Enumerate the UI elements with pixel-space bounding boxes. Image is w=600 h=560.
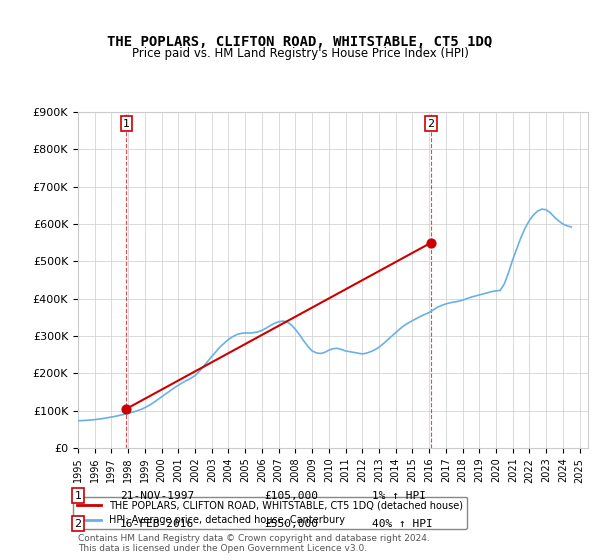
Point (427, 238, 436, 247)
Legend: THE POPLARS, CLIFTON ROAD, WHITSTABLE, CT5 1DQ (detached house), HPI: Average pr: THE POPLARS, CLIFTON ROAD, WHITSTABLE, C… (73, 497, 467, 529)
Text: 21-NOV-1997: 21-NOV-1997 (120, 491, 194, 501)
Point (122, 404, 131, 413)
Text: 16-FEB-2016: 16-FEB-2016 (120, 519, 194, 529)
Text: 1: 1 (123, 119, 130, 129)
Text: 40% ↑ HPI: 40% ↑ HPI (372, 519, 433, 529)
Text: 2: 2 (74, 519, 82, 529)
Text: THE POPLARS, CLIFTON ROAD, WHITSTABLE, CT5 1DQ: THE POPLARS, CLIFTON ROAD, WHITSTABLE, C… (107, 35, 493, 49)
Text: Contains HM Land Registry data © Crown copyright and database right 2024.
This d: Contains HM Land Registry data © Crown c… (78, 534, 430, 553)
Text: 1: 1 (74, 491, 82, 501)
Text: £550,000: £550,000 (264, 519, 318, 529)
Text: £105,000: £105,000 (264, 491, 318, 501)
Text: 2: 2 (428, 119, 435, 129)
Text: 1% ↑ HPI: 1% ↑ HPI (372, 491, 426, 501)
Text: Price paid vs. HM Land Registry's House Price Index (HPI): Price paid vs. HM Land Registry's House … (131, 46, 469, 60)
